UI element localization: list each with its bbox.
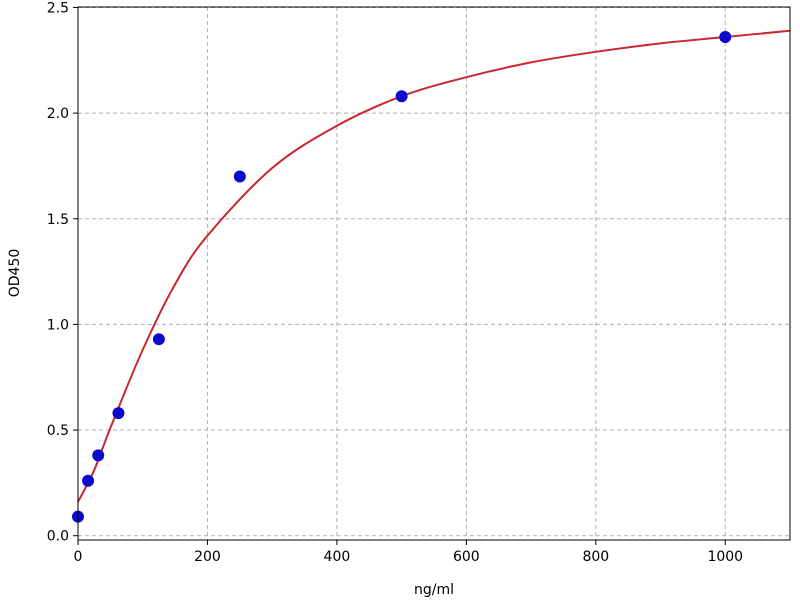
data-point	[395, 90, 408, 103]
y-tick-label: 1.5	[47, 212, 69, 228]
data-points-layer	[72, 31, 732, 523]
data-point	[233, 170, 246, 183]
data-point	[719, 31, 732, 44]
y-axis-ticks: 0.0 0.5 1.0 1.5 2.0 2.5	[47, 0, 78, 545]
x-tick-label: 0	[74, 549, 83, 565]
x-tick-label: 800	[582, 549, 609, 565]
y-tick-label: 1.0	[47, 317, 69, 333]
y-tick-label: 0.0	[47, 529, 69, 545]
plot-frame	[77, 6, 791, 541]
fit-curve-line	[77, 29, 791, 503]
x-axis-label: ng/ml	[414, 582, 454, 598]
x-tick-label: 600	[453, 549, 480, 565]
y-axis-label: OD450	[7, 249, 23, 298]
y-tick-label: 2.0	[47, 106, 69, 122]
x-tick-label: 400	[324, 549, 351, 565]
data-point	[82, 474, 95, 487]
data-point	[112, 407, 125, 420]
x-axis-ticks: 0 200 400 600 800 1000	[74, 540, 743, 565]
y-tick-label: 0.5	[47, 423, 69, 439]
data-point	[92, 449, 105, 462]
y-tick-label: 2.5	[47, 0, 69, 16]
x-tick-label: 200	[194, 549, 221, 565]
data-point	[152, 333, 165, 346]
grid	[77, 6, 790, 540]
x-tick-label: 1000	[707, 549, 743, 565]
fit-curve-layer	[77, 29, 791, 503]
